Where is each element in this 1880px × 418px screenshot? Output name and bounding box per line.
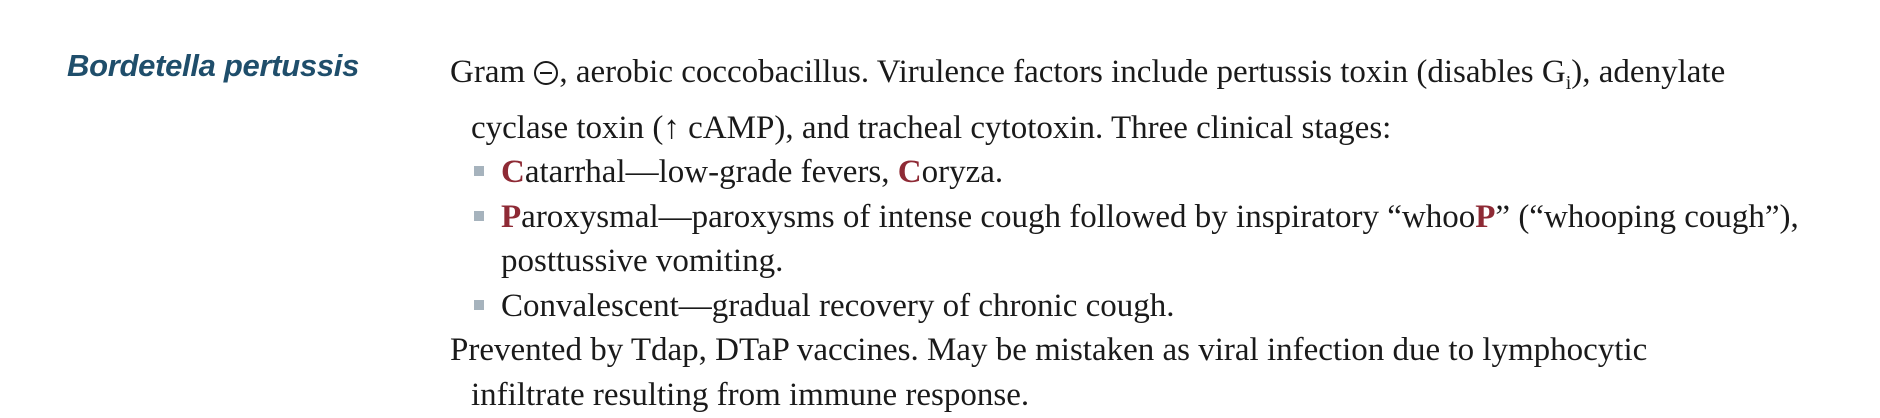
- list-item: Paroxysmal—paroxysms of intense cough fo…: [450, 195, 1870, 240]
- highlight-letter: P: [1475, 198, 1496, 235]
- text-segment: oryza.: [921, 154, 1004, 190]
- bullet-icon: [474, 210, 484, 221]
- text-segment: aroxysmal—paroxysms of intense cough fol…: [521, 198, 1476, 235]
- para1-line2: cyclase toxin (↑ cAMP), and tracheal cyt…: [471, 109, 1392, 146]
- bullet-icon: [474, 299, 484, 310]
- text-segment: atarrhal—low-grade fevers,: [524, 154, 898, 190]
- para2-line1: Prevented by Tdap, DTaP vaccines. May be…: [450, 332, 1648, 368]
- para2-line2: infiltrate resulting from immune respons…: [471, 376, 1030, 413]
- description-body: Gram , aerobic coccobacillus. Virulence …: [450, 50, 1870, 417]
- list-item: Convalescent—gradual recovery of chronic…: [450, 284, 1870, 329]
- bullet-icon: [474, 166, 484, 176]
- section-heading: Bordetella pertussis: [67, 48, 360, 83]
- subscript: i: [1565, 72, 1572, 94]
- para1-line1: Gram , aerobic coccobacillus. Virulence …: [450, 50, 1870, 106]
- highlight-letter: P: [501, 198, 522, 235]
- highlight-letter: C: [501, 154, 525, 190]
- text-segment: ), adenylate: [1571, 54, 1726, 90]
- text-segment: Gram: [450, 54, 534, 90]
- text-segment: ” (“whooping cough”),: [1495, 198, 1799, 235]
- text-segment: , aerobic coccobacillus. Virulence facto…: [559, 54, 1566, 90]
- highlight-letter: C: [897, 154, 922, 190]
- list-item: Catarrhal—low-grade fevers, Coryza.: [450, 150, 1870, 195]
- text-segment: Convalescent—gradual recovery of chronic…: [501, 287, 1175, 324]
- minus-circle-icon: [534, 61, 559, 85]
- list-item-continuation: posttussive vomiting.: [501, 243, 784, 279]
- stages-list: Catarrhal—low-grade fevers, Coryza. Parox…: [450, 150, 1870, 328]
